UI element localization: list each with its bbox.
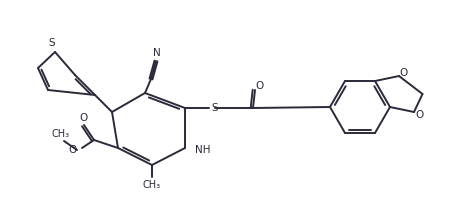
Text: CH₃: CH₃	[143, 180, 161, 190]
Text: CH₃: CH₃	[52, 129, 70, 139]
Text: O: O	[415, 110, 423, 120]
Text: O: O	[400, 68, 408, 78]
Text: O: O	[256, 81, 264, 91]
Text: S: S	[212, 103, 219, 113]
Text: N: N	[153, 48, 161, 58]
Text: O: O	[79, 113, 87, 123]
Text: NH: NH	[195, 145, 211, 155]
Text: O: O	[69, 145, 77, 155]
Text: S: S	[49, 38, 55, 48]
